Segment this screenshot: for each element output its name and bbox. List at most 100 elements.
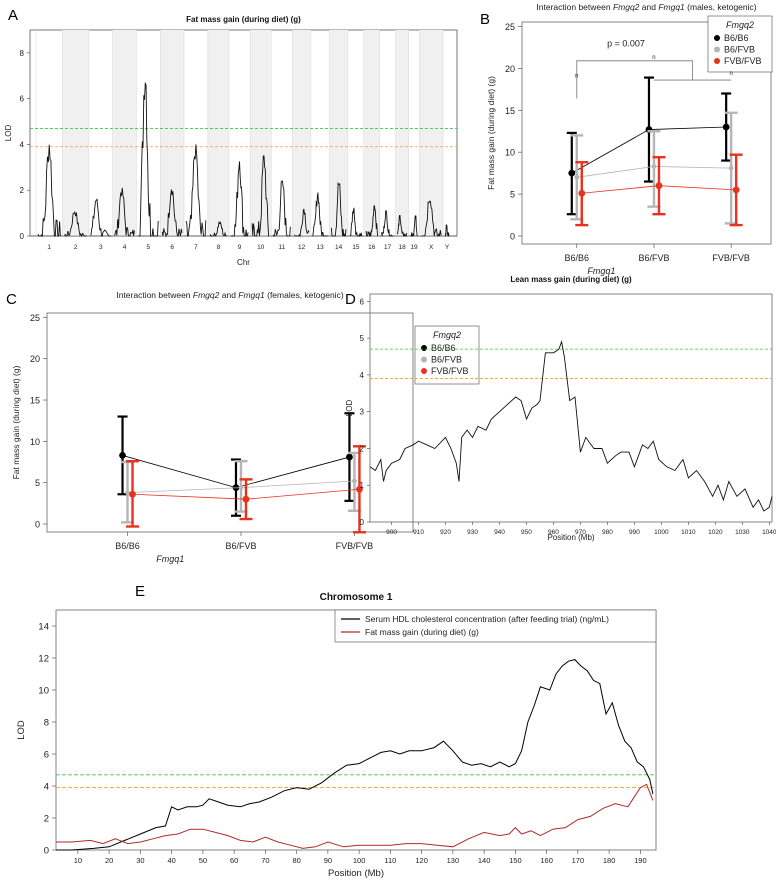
data-point-c: [119, 452, 126, 459]
lod-trace-chr: [231, 161, 249, 237]
plot-frame-c: [46, 312, 414, 533]
lod-trace-chr: [365, 205, 379, 237]
significance-bracket: [576, 60, 693, 99]
title-part: Interaction between: [116, 290, 193, 300]
y-tick-label-b: 20: [505, 64, 515, 74]
data-point-c: [242, 495, 250, 503]
data-point-b: [651, 164, 657, 169]
title-part: (males, ketogenic): [685, 2, 757, 12]
y-tick-label-e: 0: [44, 846, 49, 857]
legend-label-b: B6/FVB: [724, 45, 755, 55]
x-tick-label-e: 160: [540, 856, 553, 865]
chr-band: [112, 30, 137, 236]
data-point-b: [732, 186, 740, 194]
title-part: Fmgq1: [238, 290, 265, 300]
lod-trace-chr: [161, 189, 183, 238]
y-axis-label-e: LOD: [16, 720, 27, 740]
y-axis-label-b: Fat mass gain (during diet) (g): [486, 76, 496, 190]
x-tick-label-chr: 1: [47, 244, 51, 251]
chr-band: [292, 30, 311, 236]
y-axis-label-a: LOD: [4, 125, 13, 142]
legend-marker-c: [421, 356, 427, 363]
y-tick-label-e: 8: [44, 718, 49, 729]
lod-trace-chr: [312, 192, 328, 237]
y-tick-label-b: 25: [505, 22, 515, 32]
y-tick-label-e: 10: [38, 686, 49, 697]
lod-trace-chr: [37, 144, 61, 238]
legend-label-e: Serum HDL cholesterol concentration (aft…: [365, 614, 609, 624]
data-point-c: [238, 485, 244, 491]
panel-letter-a: A: [8, 7, 18, 24]
plot-frame-d: [369, 293, 773, 523]
x-tick-label-d: 1030: [735, 529, 750, 536]
y-tick-label-a: 8: [20, 49, 25, 58]
lod-trace-chr: [397, 214, 408, 237]
legend-marker-b: [714, 46, 720, 53]
x-axis-label-e: Position (Mb): [328, 868, 384, 879]
lod-trace-chr: [64, 210, 87, 238]
y-tick-label-d: 3: [360, 408, 365, 417]
data-point-c: [356, 485, 363, 493]
x-tick-label-chr: 4: [123, 244, 127, 251]
x-tick-label-e: 180: [603, 856, 616, 865]
p-value-label: p = 0.007: [607, 39, 645, 49]
x-tick-label-c: FVB/FVB: [336, 541, 374, 551]
lod-trace-d: [369, 340, 773, 512]
x-tick-label-d: 1010: [681, 529, 696, 536]
x-tick-label-b: B6/B6: [565, 253, 590, 263]
x-tick-label-e: 190: [634, 856, 647, 865]
x-tick-label-e: 20: [105, 856, 113, 865]
x-tick-label-d: 910: [413, 529, 424, 536]
y-tick-label-a: 2: [20, 186, 25, 195]
sample-size-marker: n: [575, 74, 578, 80]
x-tick-label-d: 980: [602, 529, 613, 536]
y-tick-label-c: 10: [30, 437, 40, 447]
x-tick-label-d: 1000: [654, 529, 669, 536]
chr-band: [419, 30, 444, 236]
title-part: (females, ketogenic): [265, 290, 344, 300]
y-tick-label-d: 2: [360, 444, 365, 453]
lod-trace-chr: [272, 180, 291, 237]
lod-trace-chr: [251, 155, 270, 237]
x-tick-label-b: B6/FVB: [638, 253, 669, 263]
title-part: Fmgq2: [613, 2, 640, 12]
x-tick-label-chr: 18: [398, 244, 406, 251]
data-point-c: [129, 490, 136, 498]
x-tick-label-chr: 14: [335, 244, 343, 251]
y-tick-label-a: 4: [20, 140, 25, 149]
chart-title-d: Lean mass gain (during diet) (g): [510, 275, 632, 284]
x-tick-label-chr: 17: [384, 244, 392, 251]
lod-trace-chr: [349, 207, 363, 237]
x-tick-label-c: B6/B6: [115, 541, 140, 551]
x-tick-label-d: 960: [548, 529, 559, 536]
legend-marker-b: [714, 58, 720, 64]
data-point-b: [728, 165, 734, 171]
sample-size-marker: n: [729, 71, 732, 77]
plot-frame-e: [55, 609, 657, 851]
chr-band: [62, 30, 89, 236]
legend-label-c: B6/FVB: [431, 355, 462, 365]
x-tick-label-d: 970: [575, 529, 586, 536]
sample-size-marker: n: [652, 55, 655, 61]
plot-frame-b: [521, 21, 772, 245]
x-tick-label-chr: 19: [410, 244, 418, 251]
y-tick-label-c: 20: [30, 354, 40, 364]
x-tick-label-chr: Y: [445, 244, 450, 251]
x-tick-label-chr: 15: [352, 244, 360, 251]
y-tick-label-d: 0: [360, 518, 365, 527]
x-tick-label-chr: X: [429, 244, 434, 251]
lod-trace-e-0: [56, 659, 654, 851]
legend-label-b: FVB/FVB: [724, 56, 762, 66]
x-tick-label-chr: 9: [238, 244, 242, 251]
x-tick-label-d: 1020: [708, 529, 723, 536]
x-tick-label-d: 990: [629, 529, 640, 536]
x-tick-label-b: FVB/FVB: [712, 253, 750, 263]
x-tick-label-e: 170: [572, 856, 585, 865]
lod-trace-chr: [209, 220, 227, 237]
x-tick-label-e: 110: [384, 856, 396, 865]
chart-title-b: Interaction between Fmgq2 and Fmgq1 (mal…: [536, 2, 756, 12]
chart-title-a: Fat mass gain (during diet) (g): [186, 15, 301, 24]
x-axis-label-d: Position (Mb): [547, 533, 594, 542]
x-tick-label-chr: 3: [99, 244, 103, 251]
x-tick-label-e: 130: [447, 856, 460, 865]
